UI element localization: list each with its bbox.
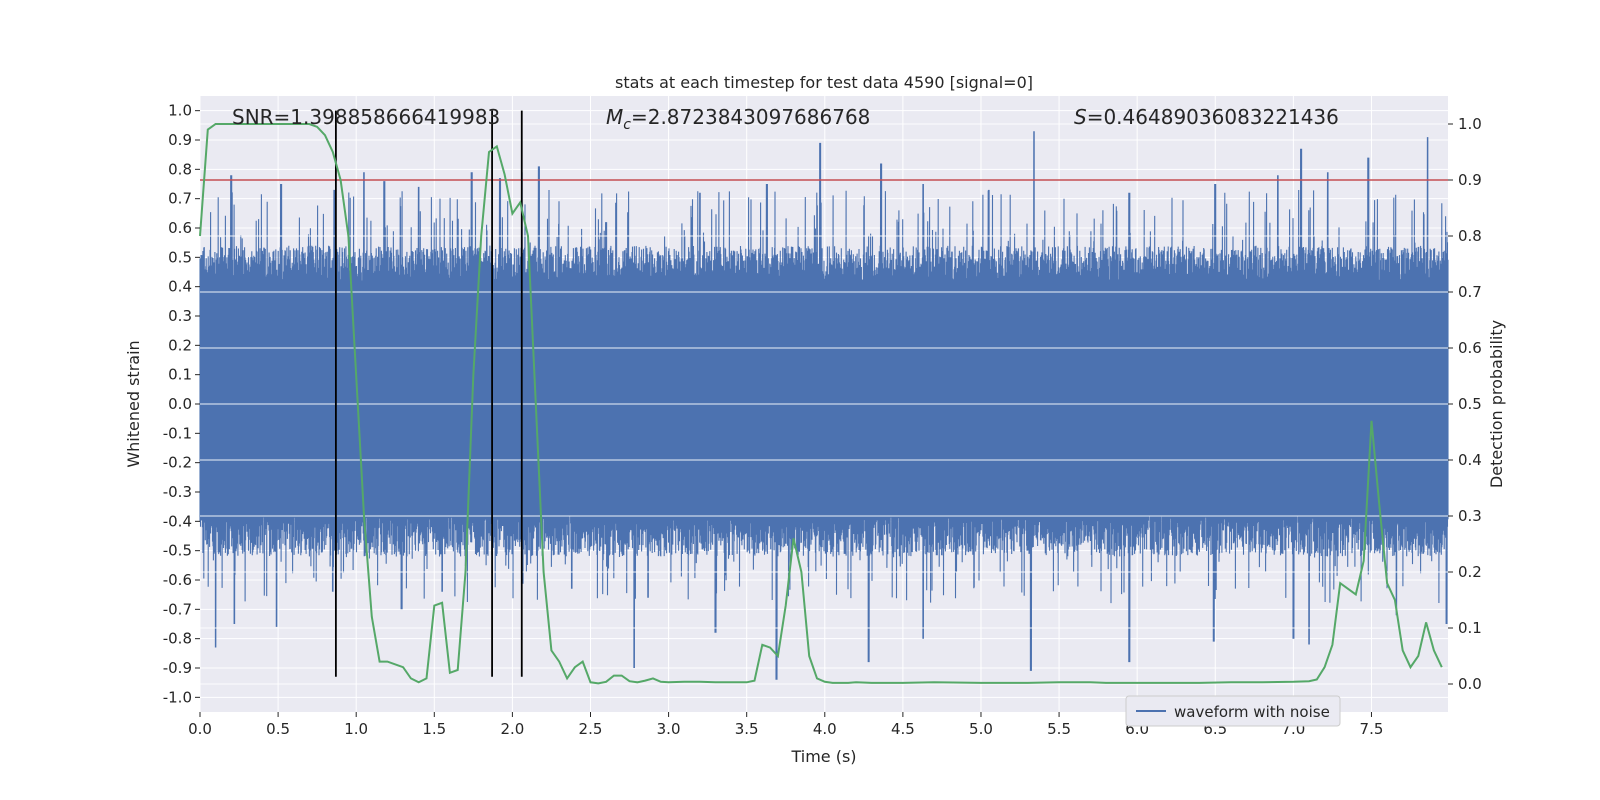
legend: waveform with noise [1125,695,1341,727]
x-tick-label: 0.0 [188,720,212,738]
y2-tick-label: 0.3 [1458,507,1482,525]
y-tick-label: -0.8 [163,630,192,648]
y-tick-label: -0.4 [163,512,192,530]
y-tick-label: 0.1 [168,366,192,384]
x-tick-label: 4.5 [891,720,915,738]
x-tick-label: 2.5 [579,720,603,738]
y-tick-label: 0.5 [168,248,192,266]
y-tick-label: 0.0 [168,395,192,413]
x-axis-label: Time (s) [790,747,856,766]
y2-axis-label: Detection probability [1487,320,1506,488]
y-tick-label: 0.6 [168,219,192,237]
s-value: =0.46489036083221436 [1087,105,1339,129]
y-tick-label: 0.3 [168,307,192,325]
x-tick-label: 3.5 [735,720,759,738]
x-tick-label: 4.0 [813,720,837,738]
chirp-mass-value: =2.8723843097686768 [631,105,870,129]
y-tick-label: -0.1 [163,424,192,442]
y-axis-left: -1.0 -0.9 -0.8 -0.7 -0.6 -0.5 -0.4 -0.3 -0.2 -0.1… [163,102,200,706]
x-tick-label: 5.0 [969,720,993,738]
x-tick-label: 0.5 [266,720,290,738]
y2-tick-label: 0.4 [1458,451,1482,469]
x-tick-label: 1.0 [344,720,368,738]
y-tick-label: -1.0 [163,688,192,706]
x-tick-label: 1.5 [422,720,446,738]
y-axis-right: 0.0 0.1 0.2 0.3 0.4 0.5 0.6 0.7 0.8 0.9 1.0 [1448,115,1482,693]
y-tick-label: 0.2 [168,336,192,354]
y2-tick-label: 0.0 [1458,675,1482,693]
y-tick-label: -0.6 [163,571,192,589]
x-tick-label: 2.0 [500,720,524,738]
legend-box [1125,695,1341,727]
legend-label-waveform: waveform with noise [1174,703,1330,721]
y-tick-label: -0.2 [163,454,192,472]
chart-title: stats at each timestep for test data 459… [615,73,1033,92]
y-tick-label: -0.7 [163,600,192,618]
y-tick-label: 0.8 [168,160,192,178]
y2-tick-label: 0.6 [1458,339,1482,357]
x-tick-label: 7.5 [1360,720,1384,738]
probability-series [199,123,1443,685]
x-tick-label: 3.0 [657,720,681,738]
y-tick-label: -0.3 [163,483,192,501]
y2-tick-label: 0.2 [1458,563,1482,581]
chirp-mass-subscript: c [623,117,631,133]
waveform-line [199,131,1449,680]
s-annotation: S=0.46489036083221436 [1074,105,1339,129]
x-tick-label: 5.5 [1047,720,1071,738]
y-tick-label: 0.9 [168,131,192,149]
y2-tick-label: 0.8 [1458,227,1482,245]
y2-tick-label: 0.1 [1458,619,1482,637]
y2-tick-label: 0.5 [1458,395,1482,413]
y-tick-label: 0.4 [168,278,192,296]
s-symbol: S [1074,105,1087,129]
y2-tick-label: 0.7 [1458,283,1482,301]
probability-line [199,123,1443,685]
y-tick-label: -0.9 [163,659,192,677]
snr-annotation: SNR=1.398858666419983 [232,105,500,129]
y2-tick-label: 0.9 [1458,171,1482,189]
y-tick-label: 0.7 [168,190,192,208]
chirp-mass-symbol: M [606,105,623,129]
y-axis-label: Whitened strain [124,340,143,467]
y2-tick-label: 1.0 [1458,115,1482,133]
y-tick-label: -0.5 [163,542,192,560]
y-tick-label: 1.0 [168,102,192,120]
chirp-mass-annotation: Mc=2.8723843097686768 [606,105,870,133]
